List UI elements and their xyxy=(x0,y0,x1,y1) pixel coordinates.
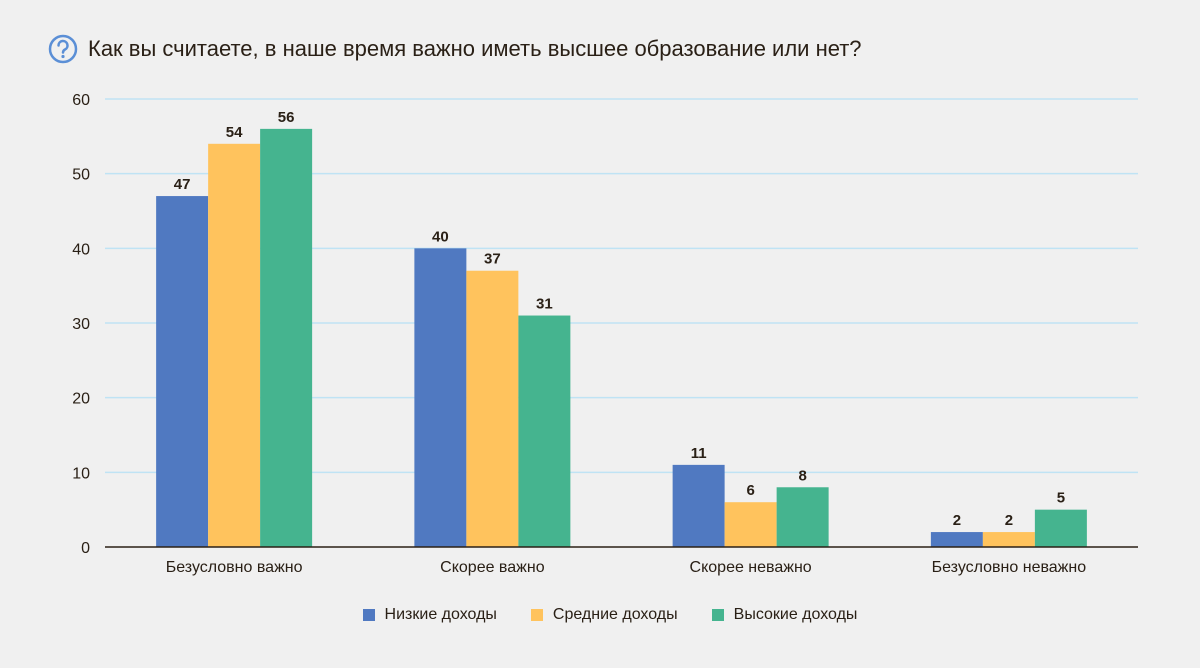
legend-label: Низкие доходы xyxy=(384,606,497,623)
bar xyxy=(156,196,209,548)
bar xyxy=(518,315,571,547)
y-tick-label: 50 xyxy=(72,167,90,184)
bar xyxy=(414,248,467,548)
y-tick-label: 20 xyxy=(72,391,90,408)
bar xyxy=(982,532,1035,547)
x-tick-label: Скорее важно xyxy=(440,559,545,576)
data-label: 47 xyxy=(174,176,191,193)
legend-swatch xyxy=(362,609,375,621)
data-label: 56 xyxy=(278,109,295,126)
bar xyxy=(672,464,725,547)
bar xyxy=(1034,509,1087,547)
legend-label: Высокие доходы xyxy=(733,606,858,623)
data-label: 40 xyxy=(432,228,449,245)
data-label: 54 xyxy=(226,124,243,141)
data-label: 2 xyxy=(953,512,961,529)
data-label: 37 xyxy=(484,251,501,268)
y-tick-label: 60 xyxy=(72,92,90,109)
data-label: 8 xyxy=(798,467,806,484)
data-label: 2 xyxy=(1005,512,1013,529)
x-tick-label: Безусловно неважно xyxy=(932,559,1087,576)
y-tick-label: 40 xyxy=(72,241,90,258)
data-label: 5 xyxy=(1057,490,1065,507)
legend-item: Высокие доходы xyxy=(711,606,858,624)
data-label: 31 xyxy=(536,296,553,313)
question-circle-icon xyxy=(48,34,78,64)
bar xyxy=(776,487,829,547)
data-label: 6 xyxy=(746,482,754,499)
legend-label: Средние доходы xyxy=(552,606,678,623)
legend-item: Низкие доходы xyxy=(362,606,497,624)
y-tick-label: 10 xyxy=(72,465,90,482)
legend-item: Средние доходы xyxy=(530,606,678,624)
y-tick-label: 0 xyxy=(81,540,90,557)
legend: Низкие доходы Средние доходы Высокие доход… xyxy=(0,606,1200,624)
y-tick-label: 30 xyxy=(72,316,90,333)
chart-title-text: Как вы считаете, в наше время важно имет… xyxy=(88,36,862,61)
bar xyxy=(466,270,519,547)
bar xyxy=(724,502,777,547)
bar xyxy=(930,532,983,547)
legend-swatch xyxy=(530,609,543,621)
chart-title: Как вы считаете, в наше время важно имет… xyxy=(48,34,862,64)
x-tick-label: Безусловно важно xyxy=(166,559,303,576)
data-label: 11 xyxy=(691,445,707,462)
bar xyxy=(208,143,261,548)
bar xyxy=(260,128,313,547)
x-tick-label: Скорее неважно xyxy=(690,559,812,576)
legend-swatch xyxy=(711,609,724,621)
